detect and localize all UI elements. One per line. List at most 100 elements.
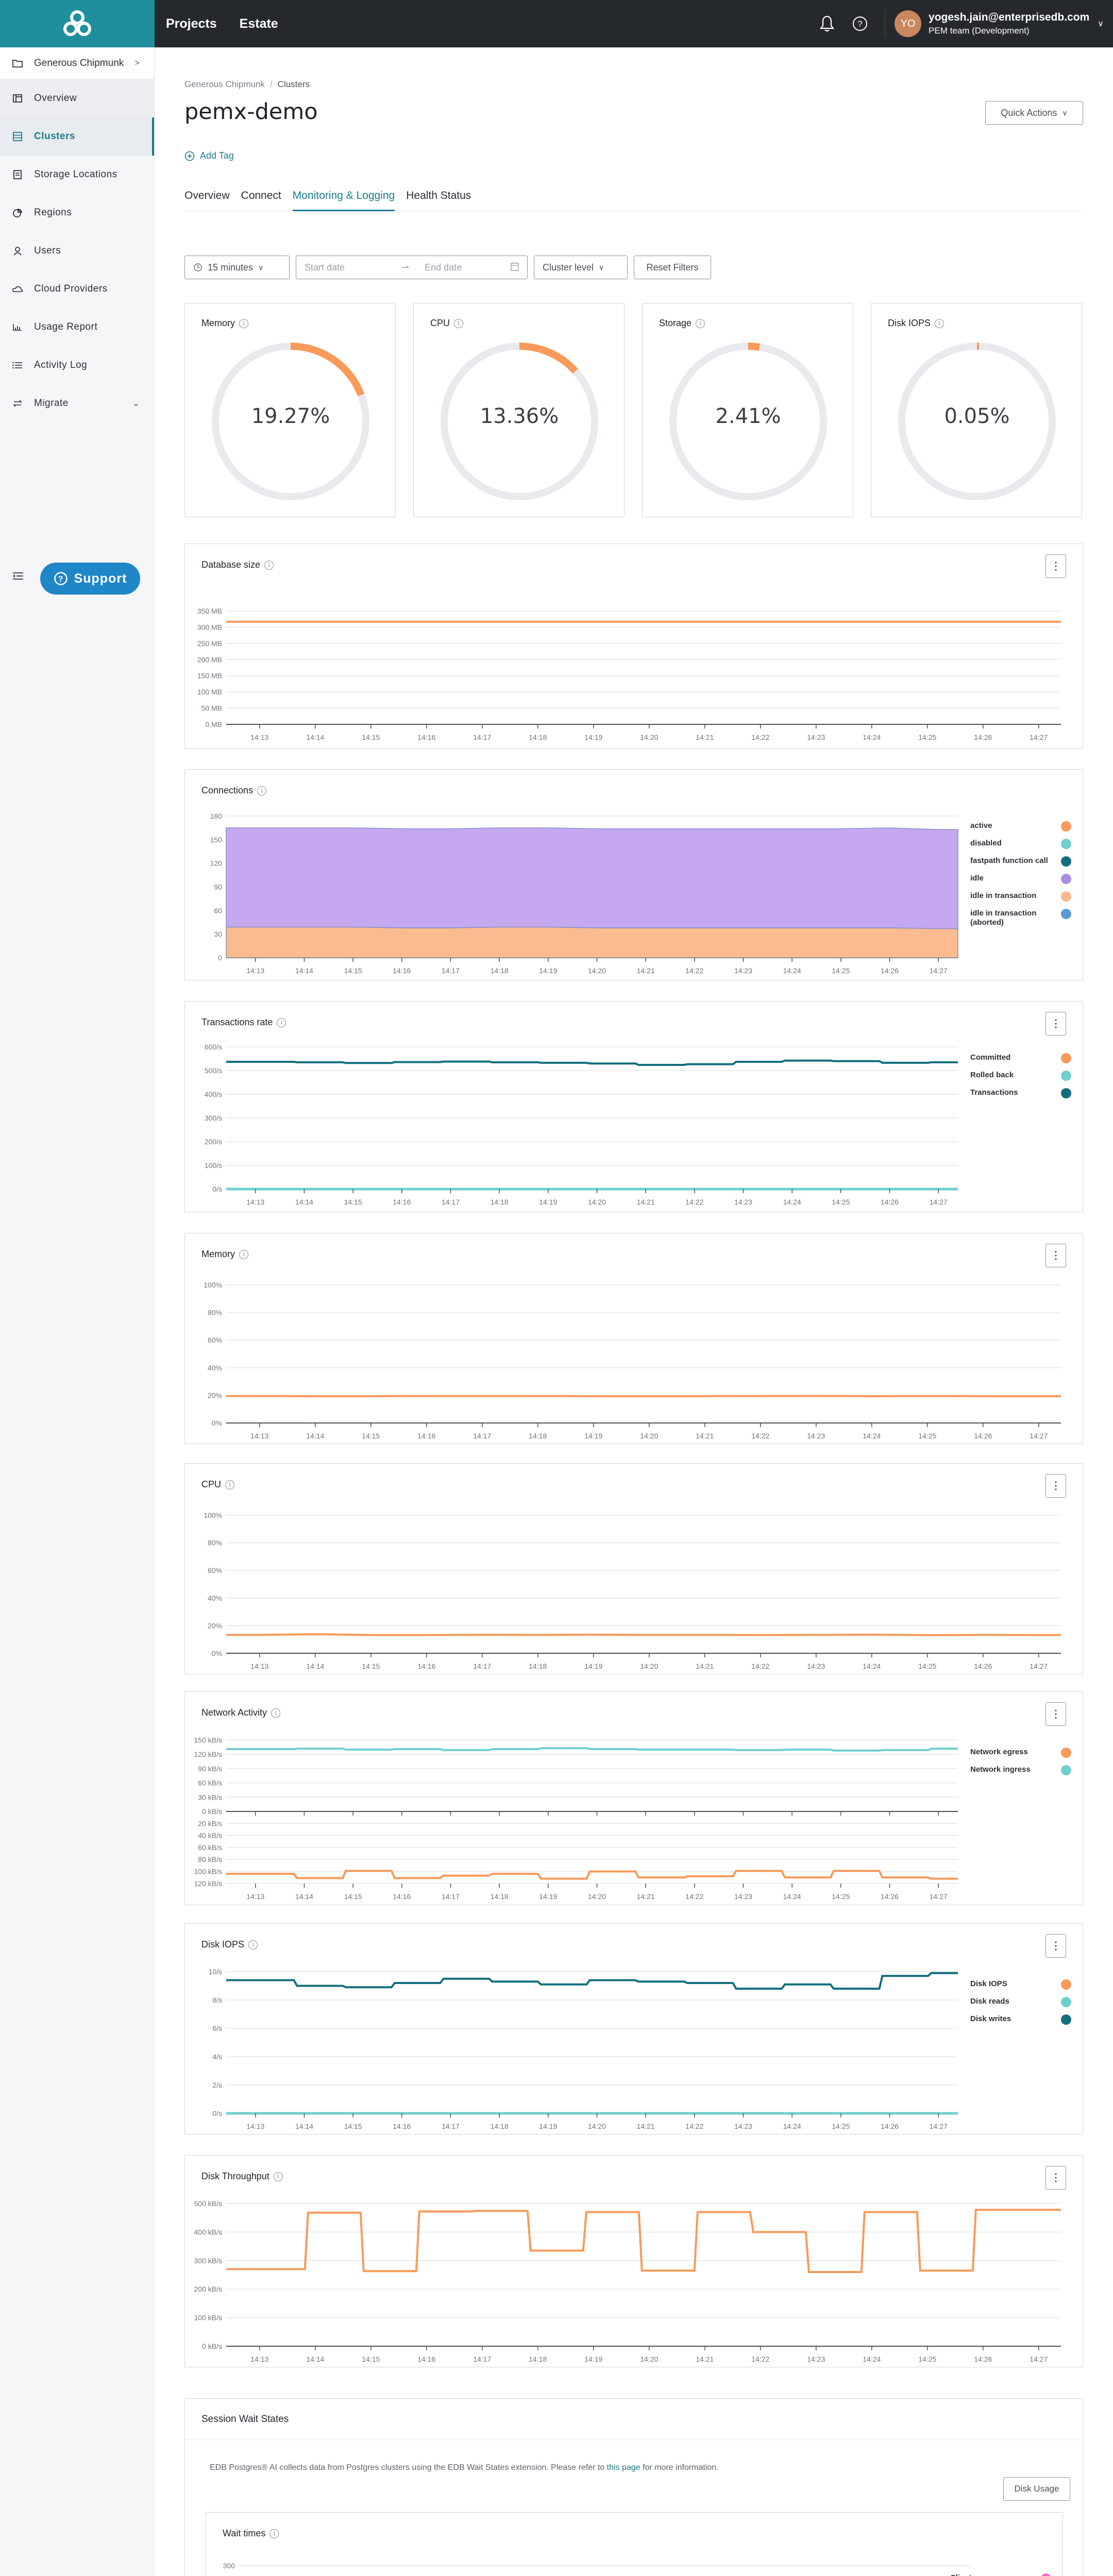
chart-menu-button[interactable] [1045,1934,1066,1958]
logo[interactable] [0,0,155,47]
legend-item[interactable]: active [970,821,1071,832]
legend-item[interactable]: Committed [970,1053,1071,1063]
chart-plot[interactable]: 0 MB 50 MB 100 MB 150 MB 200 MB 250 MB 300 MB 3… [185,544,1084,749]
legend-item[interactable]: Transactions [970,1088,1071,1098]
nav-projects[interactable]: Projects [166,16,217,31]
project-switcher[interactable]: Generous Chipmunk > [0,47,154,79]
breadcrumb: Generous Chipmunk / Clusters [184,79,310,90]
end-date-input[interactable]: End date [425,262,462,273]
avatar[interactable]: YO [895,10,922,37]
start-date-input[interactable]: Start date [305,262,345,273]
sidebar-item-overview[interactable]: Overview [0,79,154,117]
sidebar-item-activity-log[interactable]: Activity Log [0,346,154,384]
chevron-down-icon: ∨ [258,263,264,272]
chart-title-text: Connections [201,785,254,795]
chart-plot[interactable]: 0/s 100/s 200/s 300/s 400/s 500/s 600/s 14:13 14… [185,1002,1084,1213]
legend-item[interactable]: Network ingress [970,1765,1071,1775]
info-icon[interactable]: i [269,2529,279,2538]
user-menu[interactable]: yogesh.jain@enterprisedb.com PEM team (D… [929,11,1089,36]
svg-text:50 MB: 50 MB [201,704,222,713]
storage-icon [12,170,23,180]
edb-logo-icon [63,10,91,36]
info-icon[interactable]: i [696,318,705,328]
chart-plot[interactable]: 0 kB/s 30 kB/s 60 kB/s 90 kB/s 120 kB/s 150 k… [185,1692,1084,1906]
chart-menu-button[interactable] [1045,2166,1066,2190]
info-icon[interactable]: i [257,786,267,795]
sidebar-item-users[interactable]: Users [0,232,154,270]
info-icon[interactable]: i [454,318,464,328]
support-button[interactable]: ? Support [40,563,140,595]
chart-plot[interactable]: 0% 20% 40% 60% 80% 100% 14:13 14:14 14:15 14:16 14… [185,1464,1084,1675]
quick-actions-button[interactable]: Quick Actions ∨ [985,101,1083,125]
info-icon[interactable]: i [277,1018,286,1027]
tab-connect[interactable]: Connect [241,190,281,201]
chart-title-text: Memory [201,1249,235,1259]
legend-item[interactable]: Rolled back [970,1071,1071,1081]
date-range-picker[interactable]: Start date ⇀ End date [296,256,528,279]
legend-item[interactable]: Network egress [970,1748,1071,1758]
legend-item[interactable]: idle in transaction (aborted) [970,909,1071,927]
tab-overview[interactable]: Overview [184,190,230,201]
chart-plot[interactable]: 05010015020025030014:1314:1414:1514:1614… [206,2513,1064,2576]
breadcrumb-clusters[interactable]: Clusters [277,79,310,89]
chart-menu-button[interactable] [1045,554,1066,578]
add-tag-button[interactable]: Add Tag [184,150,234,161]
legend-item[interactable]: Disk writes [970,2014,1071,2025]
legend-item[interactable]: disabled [970,839,1071,849]
info-icon[interactable]: i [935,318,945,328]
info-icon[interactable]: i [239,318,249,328]
info-icon[interactable]: i [271,1708,281,1718]
time-range-select[interactable]: 15 minutes ∨ [184,256,290,279]
chart-menu-button[interactable] [1045,1474,1066,1498]
info-icon[interactable]: i [264,560,274,570]
legend-item[interactable]: Client [950,2573,1051,2576]
chart-menu-button[interactable] [1045,1702,1066,1726]
chart-plot[interactable]: 0 kB/s 100 kB/s 200 kB/s 300 kB/s 400 kB/s 50… [185,2156,1084,2368]
sidebar-item-usage-report[interactable]: Usage Report [0,308,154,346]
tab-health-status[interactable]: Health Status [406,190,471,201]
info-icon[interactable]: i [248,1940,258,1950]
cluster-level-select[interactable]: Cluster level ∨ [534,256,628,279]
svg-text:14:17: 14:17 [442,1198,460,1206]
legend-item[interactable]: idle in transaction [970,891,1071,902]
breadcrumb-project[interactable]: Generous Chipmunk [184,79,265,89]
sidebar-item-clusters[interactable]: Clusters [0,117,154,156]
info-icon[interactable]: i [239,1249,249,1259]
disk-usage-button[interactable]: Disk Usage [1003,2477,1070,2501]
svg-text:14:19: 14:19 [539,1198,557,1206]
sidebar-item-regions[interactable]: Regions [0,194,154,232]
info-icon[interactable]: i [225,1480,235,1489]
svg-text:2/s: 2/s [212,2081,222,2089]
chart-plot[interactable]: 0/s 2/s 4/s 6/s 8/s 10/s 14:13 14:14 14:15 14:16 1… [185,1924,1084,2135]
chart-menu-button[interactable] [1045,1012,1066,1036]
legend-item[interactable]: Disk reads [970,1997,1071,2007]
notifications-button[interactable] [817,13,837,34]
svg-text:0 kB/s: 0 kB/s [202,1807,222,1816]
svg-text:14:26: 14:26 [881,1892,899,1901]
chart-menu-button[interactable] [1045,1244,1066,1267]
info-icon[interactable]: i [273,2172,283,2181]
legend-item[interactable]: fastpath function call [970,856,1071,867]
svg-text:14:25: 14:25 [832,967,850,975]
sidebar-item-cloud-providers[interactable]: Cloud Providers [0,270,154,308]
svg-text:0%: 0% [212,1649,222,1657]
sidebar-item-storage-locations[interactable]: Storage Locations [0,156,154,194]
svg-text:14:26: 14:26 [974,2355,992,2363]
description-text: for more information. [640,2463,719,2472]
legend-item[interactable]: idle [970,874,1071,884]
sidebar-item-migrate[interactable]: Migrate ⌄ [0,384,154,422]
chart-plot[interactable]: 0 30 60 90 120 150 180 14:13 14:14 14:15 14:16 14:1… [185,770,1084,981]
nav-estate[interactable]: Estate [239,16,278,31]
chart-plot[interactable]: 0% 20% 40% 60% 80% 100% 14:13 14:14 14:15 14:16 14… [185,1233,1084,1445]
svg-text:500/s: 500/s [205,1066,222,1075]
svg-text:60 kB/s: 60 kB/s [198,1843,222,1852]
legend-item[interactable]: Disk IOPS [970,1979,1071,1990]
this-page-link[interactable]: this page [606,2463,640,2472]
chevron-down-icon[interactable]: ∨ [1098,20,1104,28]
tab-monitoring-logging[interactable]: Monitoring & Logging [292,185,395,211]
svg-text:14:15: 14:15 [362,1662,380,1670]
help-button[interactable]: ? [850,13,870,34]
reset-filters-label: Reset Filters [646,262,699,273]
collapse-sidebar-button[interactable] [12,572,24,583]
reset-filters-button[interactable]: Reset Filters [634,256,711,279]
